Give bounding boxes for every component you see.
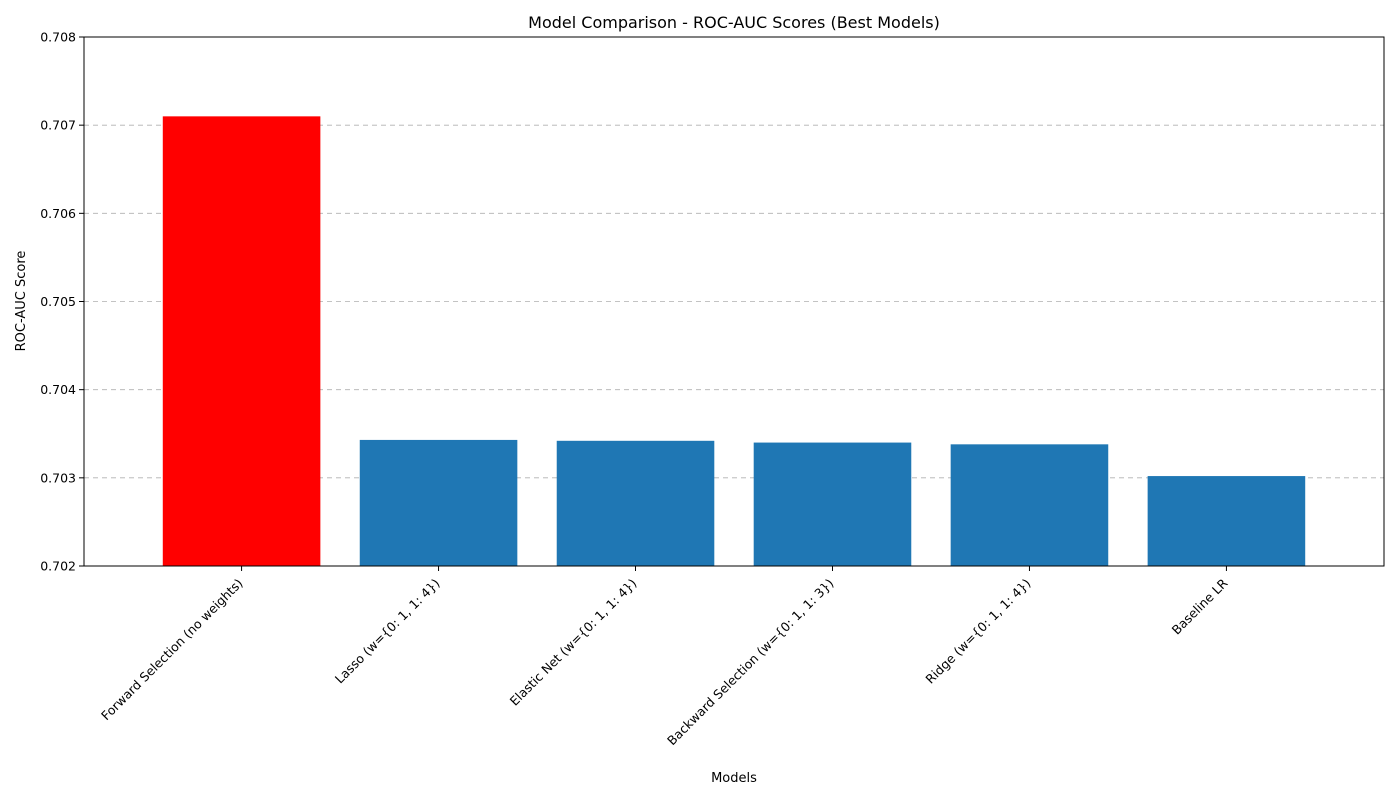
x-tick-label: Ridge (w={0: 1, 1: 4}) bbox=[922, 576, 1033, 687]
y-tick-label: 0.703 bbox=[40, 470, 76, 485]
bars bbox=[162, 116, 1306, 566]
x-tick-label: Elastic Net (w={0: 1, 1: 4}) bbox=[507, 576, 640, 709]
chart-title: Model Comparison - ROC-AUC Scores (Best … bbox=[528, 13, 940, 32]
bar bbox=[162, 116, 321, 566]
y-tick-label: 0.708 bbox=[40, 30, 76, 45]
bar bbox=[753, 442, 912, 566]
y-tick-label: 0.702 bbox=[40, 559, 76, 574]
y-tick-label: 0.707 bbox=[40, 118, 76, 133]
y-axis-ticks: 0.702 0.703 0.704 0.705 0.706 0.707 0.708 bbox=[40, 30, 84, 574]
bar bbox=[359, 439, 518, 566]
bar bbox=[950, 444, 1109, 566]
x-tick-label: Backward Selection (w={0: 1, 1: 3}) bbox=[664, 576, 837, 749]
y-tick-label: 0.706 bbox=[40, 206, 76, 221]
bar bbox=[1147, 476, 1306, 566]
bar bbox=[556, 440, 715, 566]
x-axis-label: Models bbox=[711, 771, 757, 786]
x-tick-label: Baseline LR bbox=[1169, 575, 1231, 637]
x-axis-ticks: Forward Selection (no weights) Lasso (w={… bbox=[98, 566, 1231, 748]
y-axis-label: ROC-AUC Score bbox=[14, 251, 29, 352]
y-tick-label: 0.704 bbox=[40, 382, 76, 397]
y-tick-label: 0.705 bbox=[40, 294, 76, 309]
x-tick-label: Lasso (w={0: 1, 1: 4}) bbox=[332, 576, 443, 687]
x-tick-label: Forward Selection (no weights) bbox=[98, 576, 246, 724]
